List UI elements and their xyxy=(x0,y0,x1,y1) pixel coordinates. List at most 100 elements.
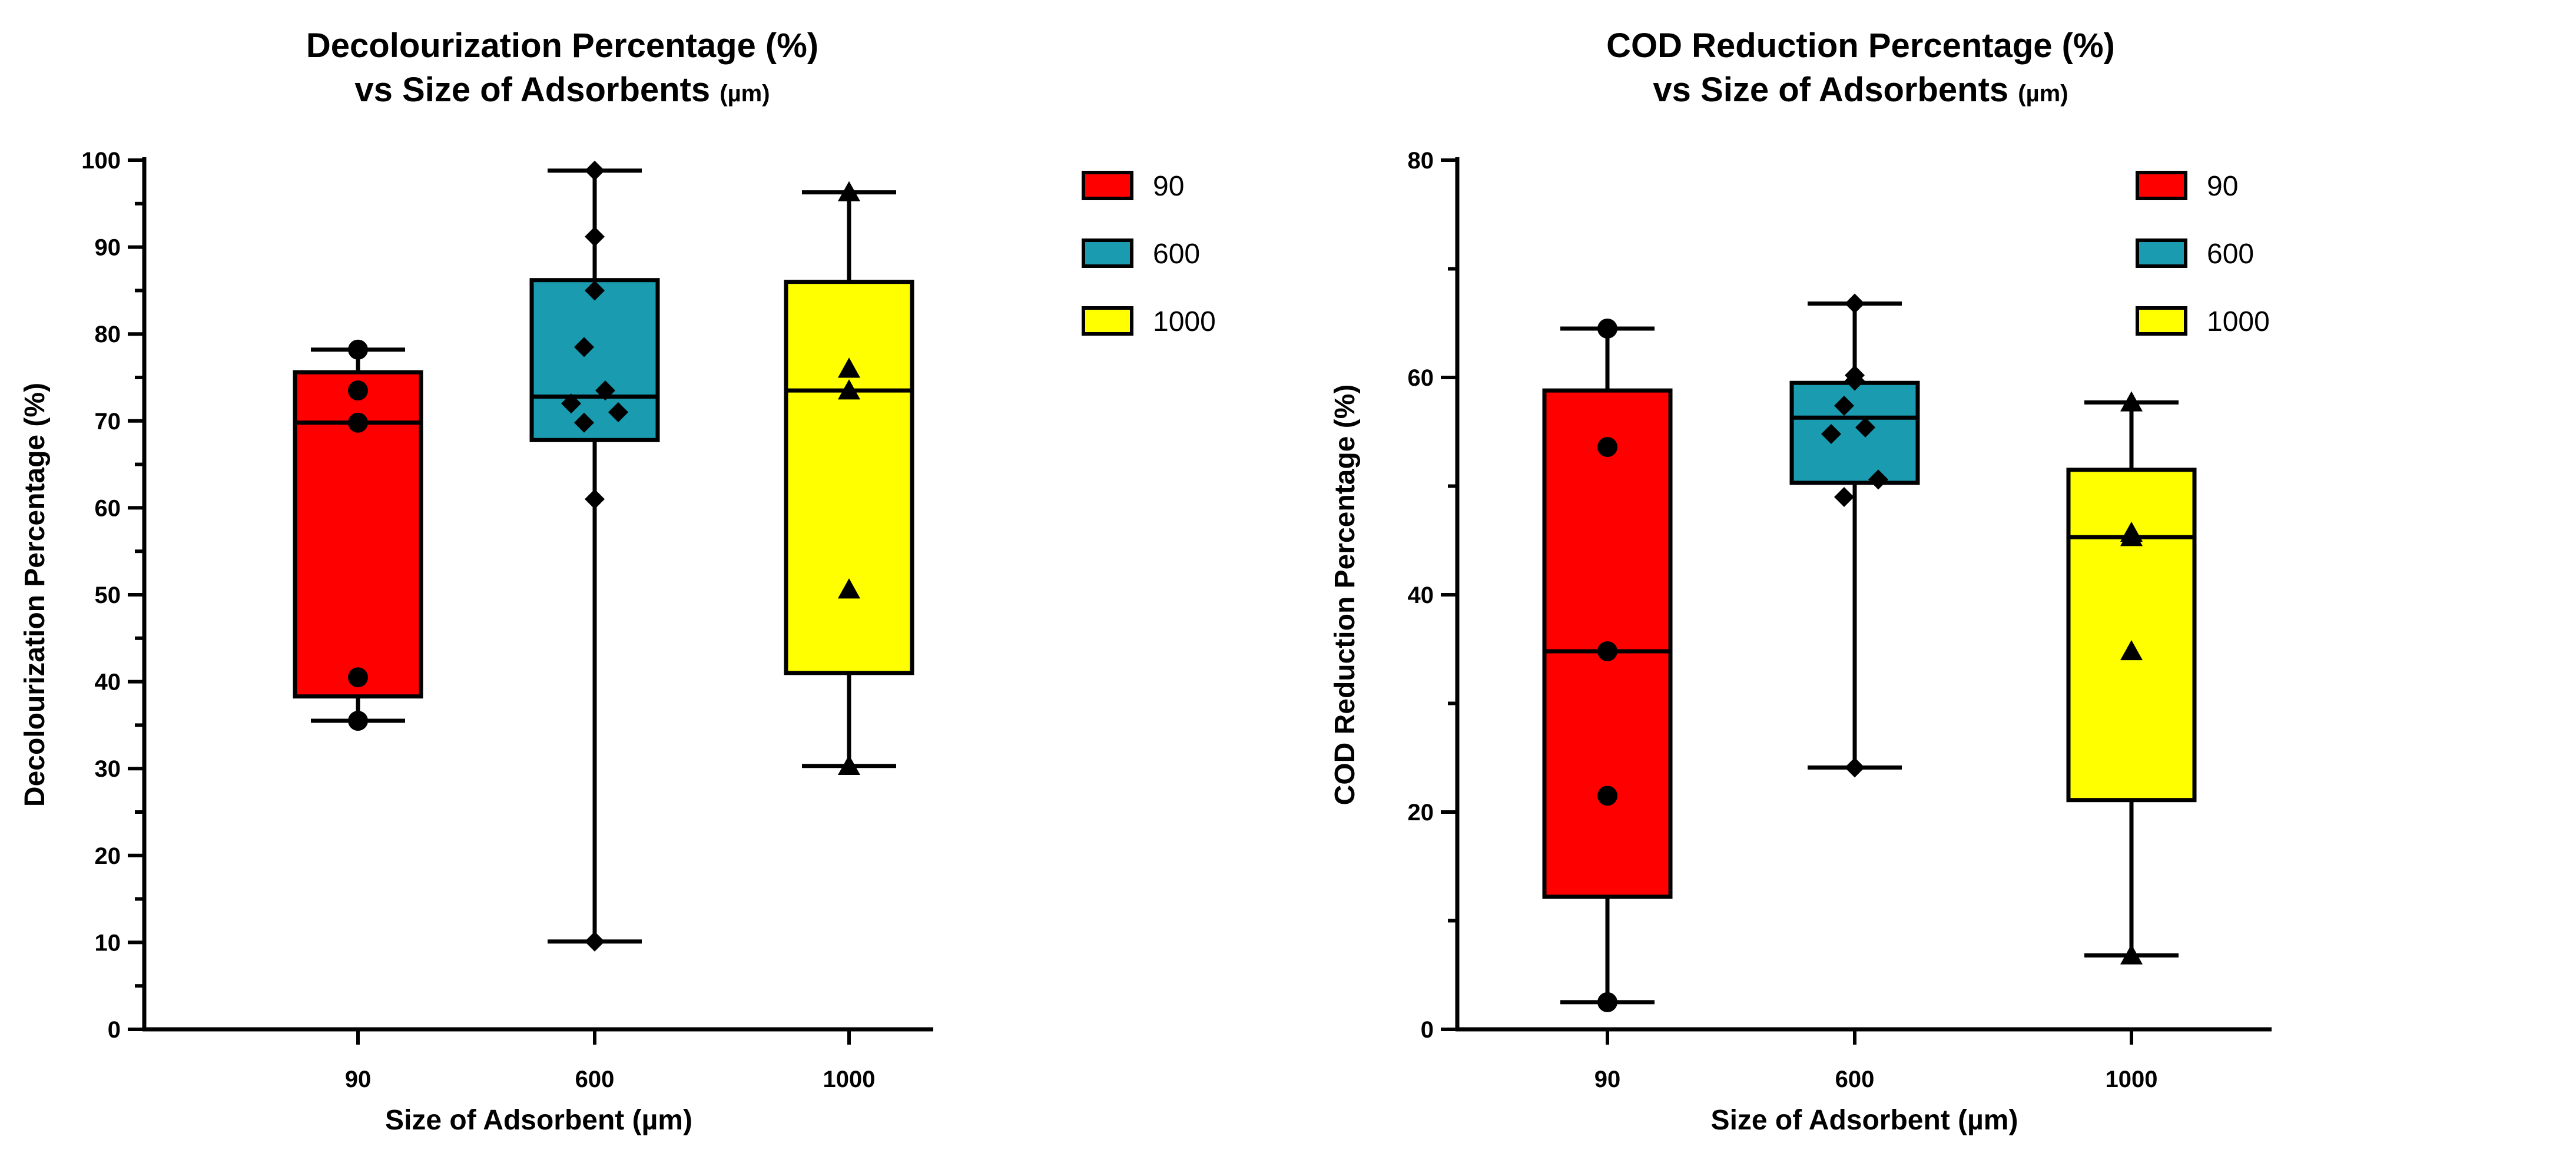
box-1000 xyxy=(784,190,914,768)
legend-label: 1000 xyxy=(1153,306,1216,337)
chart-subtitle-unit: (µm) xyxy=(720,81,770,107)
legend-label: 90 xyxy=(1153,171,1184,202)
x-axis-label: Size of Adsorbent (µm) xyxy=(1711,1105,2018,1136)
legend-swatch xyxy=(1082,238,1133,268)
legend-item-600: 600 xyxy=(2136,238,2254,270)
data-point xyxy=(585,489,605,509)
data-point xyxy=(1845,757,1865,778)
x-tick-label: 600 xyxy=(575,1066,615,1092)
y-tick-label: 10 xyxy=(95,930,121,956)
data-point xyxy=(348,667,368,688)
legend-swatch xyxy=(2136,238,2187,268)
data-point xyxy=(574,337,594,357)
x-tick-label: 1000 xyxy=(823,1066,876,1092)
data-point xyxy=(1597,318,1617,339)
data-point xyxy=(1597,786,1617,806)
y-tick-label: 40 xyxy=(1408,582,1434,608)
y-tick-label: 20 xyxy=(95,843,121,869)
data-point xyxy=(1855,417,1875,438)
box-iqr xyxy=(529,278,660,442)
x-axis-label: Size of Adsorbent (µm) xyxy=(385,1105,692,1136)
data-point xyxy=(2120,640,2143,661)
chart-subtitle-text: vs Size of Adsorbents xyxy=(1653,71,2018,109)
box-iqr xyxy=(784,280,914,675)
y-tick-label: 80 xyxy=(1408,148,1434,174)
y-tick-label: 70 xyxy=(95,409,121,435)
x-tick-label: 90 xyxy=(345,1066,372,1092)
data-point xyxy=(1821,423,1841,444)
chart-title: Decolourization Percentage (%) xyxy=(306,26,818,65)
legend-swatch xyxy=(1082,171,1133,200)
data-point xyxy=(1868,469,1888,490)
data-point xyxy=(2120,944,2143,965)
y-tick-label: 60 xyxy=(1408,365,1434,391)
chart-subtitle: vs Size of Adsorbents (µm) xyxy=(354,71,770,109)
chart-title: COD Reduction Percentage (%) xyxy=(1606,26,2115,65)
legend-swatch xyxy=(2136,171,2187,200)
data-point xyxy=(595,380,615,401)
x-tick-label: 1000 xyxy=(2106,1066,2158,1092)
chart-subtitle-unit: (µm) xyxy=(2018,81,2068,107)
data-point xyxy=(838,357,860,378)
data-point xyxy=(585,931,605,952)
y-tick-label: 100 xyxy=(81,148,121,174)
y-tick-label: 30 xyxy=(95,756,121,782)
data-point xyxy=(838,578,860,599)
y-tick-label: 0 xyxy=(1421,1017,1434,1043)
legend-label: 600 xyxy=(2207,238,2254,270)
box-600 xyxy=(1789,301,1920,770)
data-point xyxy=(585,226,605,247)
chart-subtitle-text: vs Size of Adsorbents xyxy=(354,71,720,109)
box-1000 xyxy=(2066,400,2197,958)
y-tick-label: 60 xyxy=(95,495,121,521)
y-tick-label: 0 xyxy=(108,1017,121,1043)
chart-subtitle: vs Size of Adsorbents (µm) xyxy=(1653,71,2068,109)
legend-item-1000: 1000 xyxy=(1082,306,1216,337)
data-point xyxy=(348,339,368,360)
y-tick-label: 40 xyxy=(95,670,121,695)
legend-swatch xyxy=(1082,306,1133,336)
y-tick-label: 20 xyxy=(1408,800,1434,826)
data-point xyxy=(561,393,581,414)
y-tick-label: 90 xyxy=(95,235,121,261)
y-axis-label: COD Reduction Percentage (%) xyxy=(1330,385,1361,806)
box-iqr xyxy=(1789,380,1920,485)
data-point xyxy=(838,379,860,400)
data-point xyxy=(1845,293,1865,314)
chart-2: COD Reduction Percentage (%) vs Size of A… xyxy=(1330,26,2272,1136)
y-tick-label: 50 xyxy=(95,582,121,608)
data-point xyxy=(838,754,860,775)
legend-item-1000: 1000 xyxy=(2136,306,2270,337)
data-point xyxy=(1845,370,1865,391)
data-point xyxy=(1834,486,1854,507)
data-point xyxy=(574,412,594,433)
data-point xyxy=(585,280,605,301)
data-point xyxy=(585,160,605,181)
data-point xyxy=(348,380,368,401)
data-point xyxy=(348,711,368,731)
data-point xyxy=(348,412,368,433)
legend-item-90: 90 xyxy=(1082,171,1184,202)
box-90 xyxy=(293,347,423,723)
x-tick-label: 90 xyxy=(1594,1066,1621,1092)
data-point xyxy=(1597,992,1617,1012)
data-point xyxy=(838,181,860,201)
x-tick-label: 600 xyxy=(1835,1066,1875,1092)
legend-swatch xyxy=(2136,306,2187,336)
data-point xyxy=(2120,526,2143,546)
box-iqr xyxy=(2066,468,2197,803)
data-point xyxy=(1597,437,1617,458)
data-point xyxy=(608,402,628,423)
box-90 xyxy=(1542,326,1673,1005)
data-point xyxy=(1597,641,1617,661)
legend-item-600: 600 xyxy=(1082,238,1200,270)
legend-label: 1000 xyxy=(2207,306,2270,337)
data-point xyxy=(2120,391,2143,412)
legend-label: 600 xyxy=(1153,238,1200,270)
data-point xyxy=(1834,395,1854,416)
legend-label: 90 xyxy=(2207,171,2238,202)
legend-item-90: 90 xyxy=(2136,171,2238,202)
y-axis-label: Decolourization Percentage (%) xyxy=(19,383,51,807)
chart-1: Decolourization Percentage (%) vs Size of… xyxy=(19,26,1216,1136)
